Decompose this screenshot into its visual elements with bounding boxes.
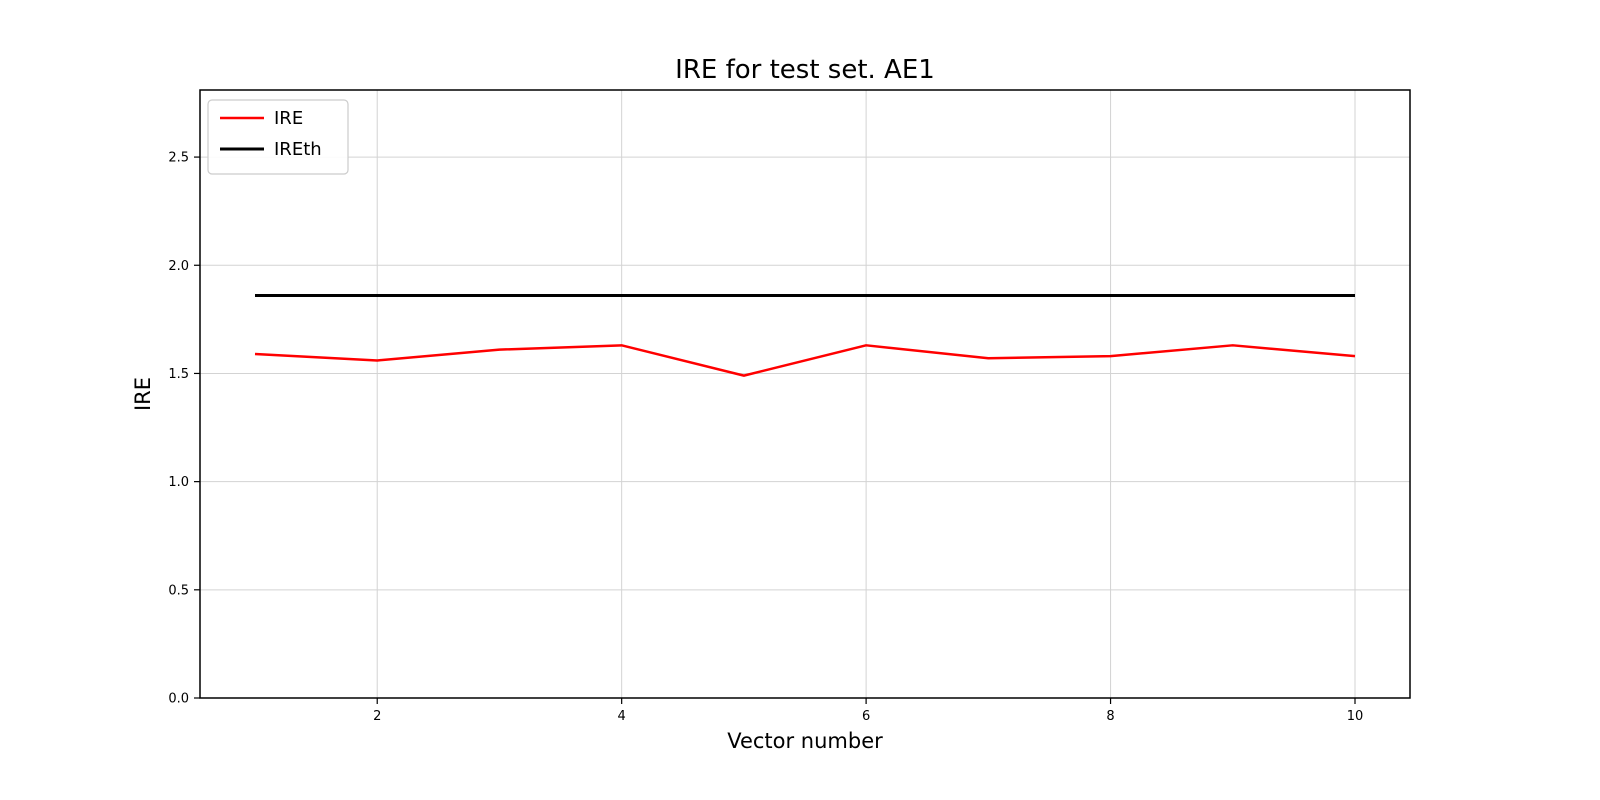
x-tick-label: 2 <box>373 709 381 724</box>
grid-lines <box>200 90 1410 699</box>
data-series <box>254 294 1356 377</box>
y-tick-label: 1.0 <box>168 475 189 490</box>
x-axis-label: Vector number <box>727 729 883 753</box>
legend-label-ire: IRE <box>274 108 303 129</box>
x-tick-label: 8 <box>1106 709 1114 724</box>
y-tick-label: 1.5 <box>168 367 189 382</box>
axes: 2 4 6 8 10 0.0 0.5 1.0 1.5 2.0 2.5 <box>168 89 1411 724</box>
legend: IRE IREth <box>207 99 349 175</box>
y-axis-label: IRE <box>131 377 155 411</box>
y-tick-label: 2.5 <box>168 151 189 166</box>
legend-label-ireth: IREth <box>274 139 322 160</box>
x-tick-label: 4 <box>618 709 626 724</box>
plot-border <box>199 89 1411 699</box>
y-tick-label: 0.0 <box>168 692 189 707</box>
series-line-ire <box>254 344 1356 377</box>
y-tick-label: 0.5 <box>168 583 189 598</box>
chart-title: IRE for test set. AE1 <box>675 55 935 85</box>
y-tick-label: 2.0 <box>168 259 189 274</box>
x-tick-label: 10 <box>1347 709 1364 724</box>
x-tick-label: 6 <box>862 709 870 724</box>
